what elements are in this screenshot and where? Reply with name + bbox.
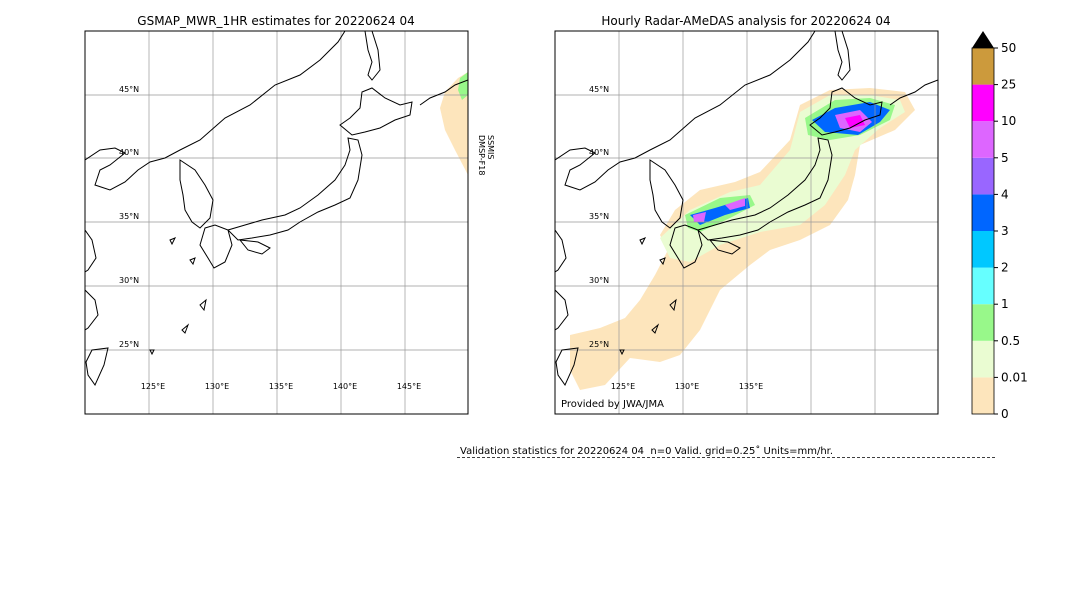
colorbar-label: 1 xyxy=(1001,297,1009,311)
sensor-label: SSMIS xyxy=(486,135,495,160)
lat-label: 45°N xyxy=(589,85,609,94)
colorbar-label: 4 xyxy=(1001,187,1009,201)
lat-label: 45°N xyxy=(119,85,139,94)
lat-label: 40°N xyxy=(119,148,139,157)
colorbar-segment xyxy=(972,340,994,378)
colorbar-segment xyxy=(972,231,994,268)
colorbar-segment xyxy=(972,267,994,305)
colorbar-label: 0.5 xyxy=(1001,334,1020,348)
colorbar-segment xyxy=(972,48,994,85)
coastline xyxy=(85,31,468,386)
lat-label: 40°N xyxy=(589,148,609,157)
lon-label: 135°E xyxy=(739,382,763,391)
colorbar-label: 5 xyxy=(1001,151,1009,165)
lat-label: 25°N xyxy=(589,340,609,349)
colorbar-segment xyxy=(972,304,994,341)
sensor-label: DMSP-F18 xyxy=(477,135,486,175)
lon-label: 130°E xyxy=(675,382,699,391)
lat-label: 30°N xyxy=(589,276,609,285)
lon-label: 145°E xyxy=(397,382,421,391)
colorbar-label: 0.01 xyxy=(1001,370,1028,384)
colorbar-label: 50 xyxy=(1001,41,1016,55)
left-panel: GSMAP_MWR_1HR estimates for 20220624 04 … xyxy=(84,14,495,415)
colorbar: 0 0.01 0.5 1 2 3 4 5 10 25 50 xyxy=(971,31,1028,421)
map-frame xyxy=(554,30,939,415)
lon-label: 125°E xyxy=(141,382,165,391)
lon-label: 140°E xyxy=(333,382,357,391)
colorbar-extend xyxy=(972,31,994,48)
right-panel: Hourly Radar-AMeDAS analysis for 2022062… xyxy=(554,14,939,415)
colorbar-segment xyxy=(972,194,994,231)
panel-title: Hourly Radar-AMeDAS analysis for 2022062… xyxy=(601,14,890,28)
lat-label: 25°N xyxy=(119,340,139,349)
rain-area xyxy=(440,72,468,175)
lat-label: 35°N xyxy=(589,212,609,221)
colorbar-label: 25 xyxy=(1001,78,1016,92)
map-frame xyxy=(84,30,469,415)
lon-label: 130°E xyxy=(205,382,229,391)
rain-area xyxy=(845,115,865,128)
lat-label: 35°N xyxy=(119,212,139,221)
credit: Provided by JWA/JMA xyxy=(561,399,664,410)
rain-area xyxy=(690,102,890,225)
colorbar-label: 10 xyxy=(1001,114,1016,128)
validation-text: Validation statistics for 20220624 04 n=… xyxy=(460,445,833,457)
rain-area xyxy=(458,72,468,100)
lon-label: 135°E xyxy=(269,382,293,391)
colorbar-segment xyxy=(972,157,994,195)
colorbar-label: 3 xyxy=(1001,224,1009,238)
lat-label: 30°N xyxy=(119,276,139,285)
lon-label: 125°E xyxy=(611,382,635,391)
colorbar-segment xyxy=(972,121,994,158)
colorbar-segment xyxy=(972,377,994,414)
colorbar-label: 2 xyxy=(1001,261,1009,275)
colorbar-label: 0 xyxy=(1001,407,1009,421)
panel-title: GSMAP_MWR_1HR estimates for 20220624 04 xyxy=(137,14,414,28)
colorbar-segment xyxy=(972,84,994,122)
